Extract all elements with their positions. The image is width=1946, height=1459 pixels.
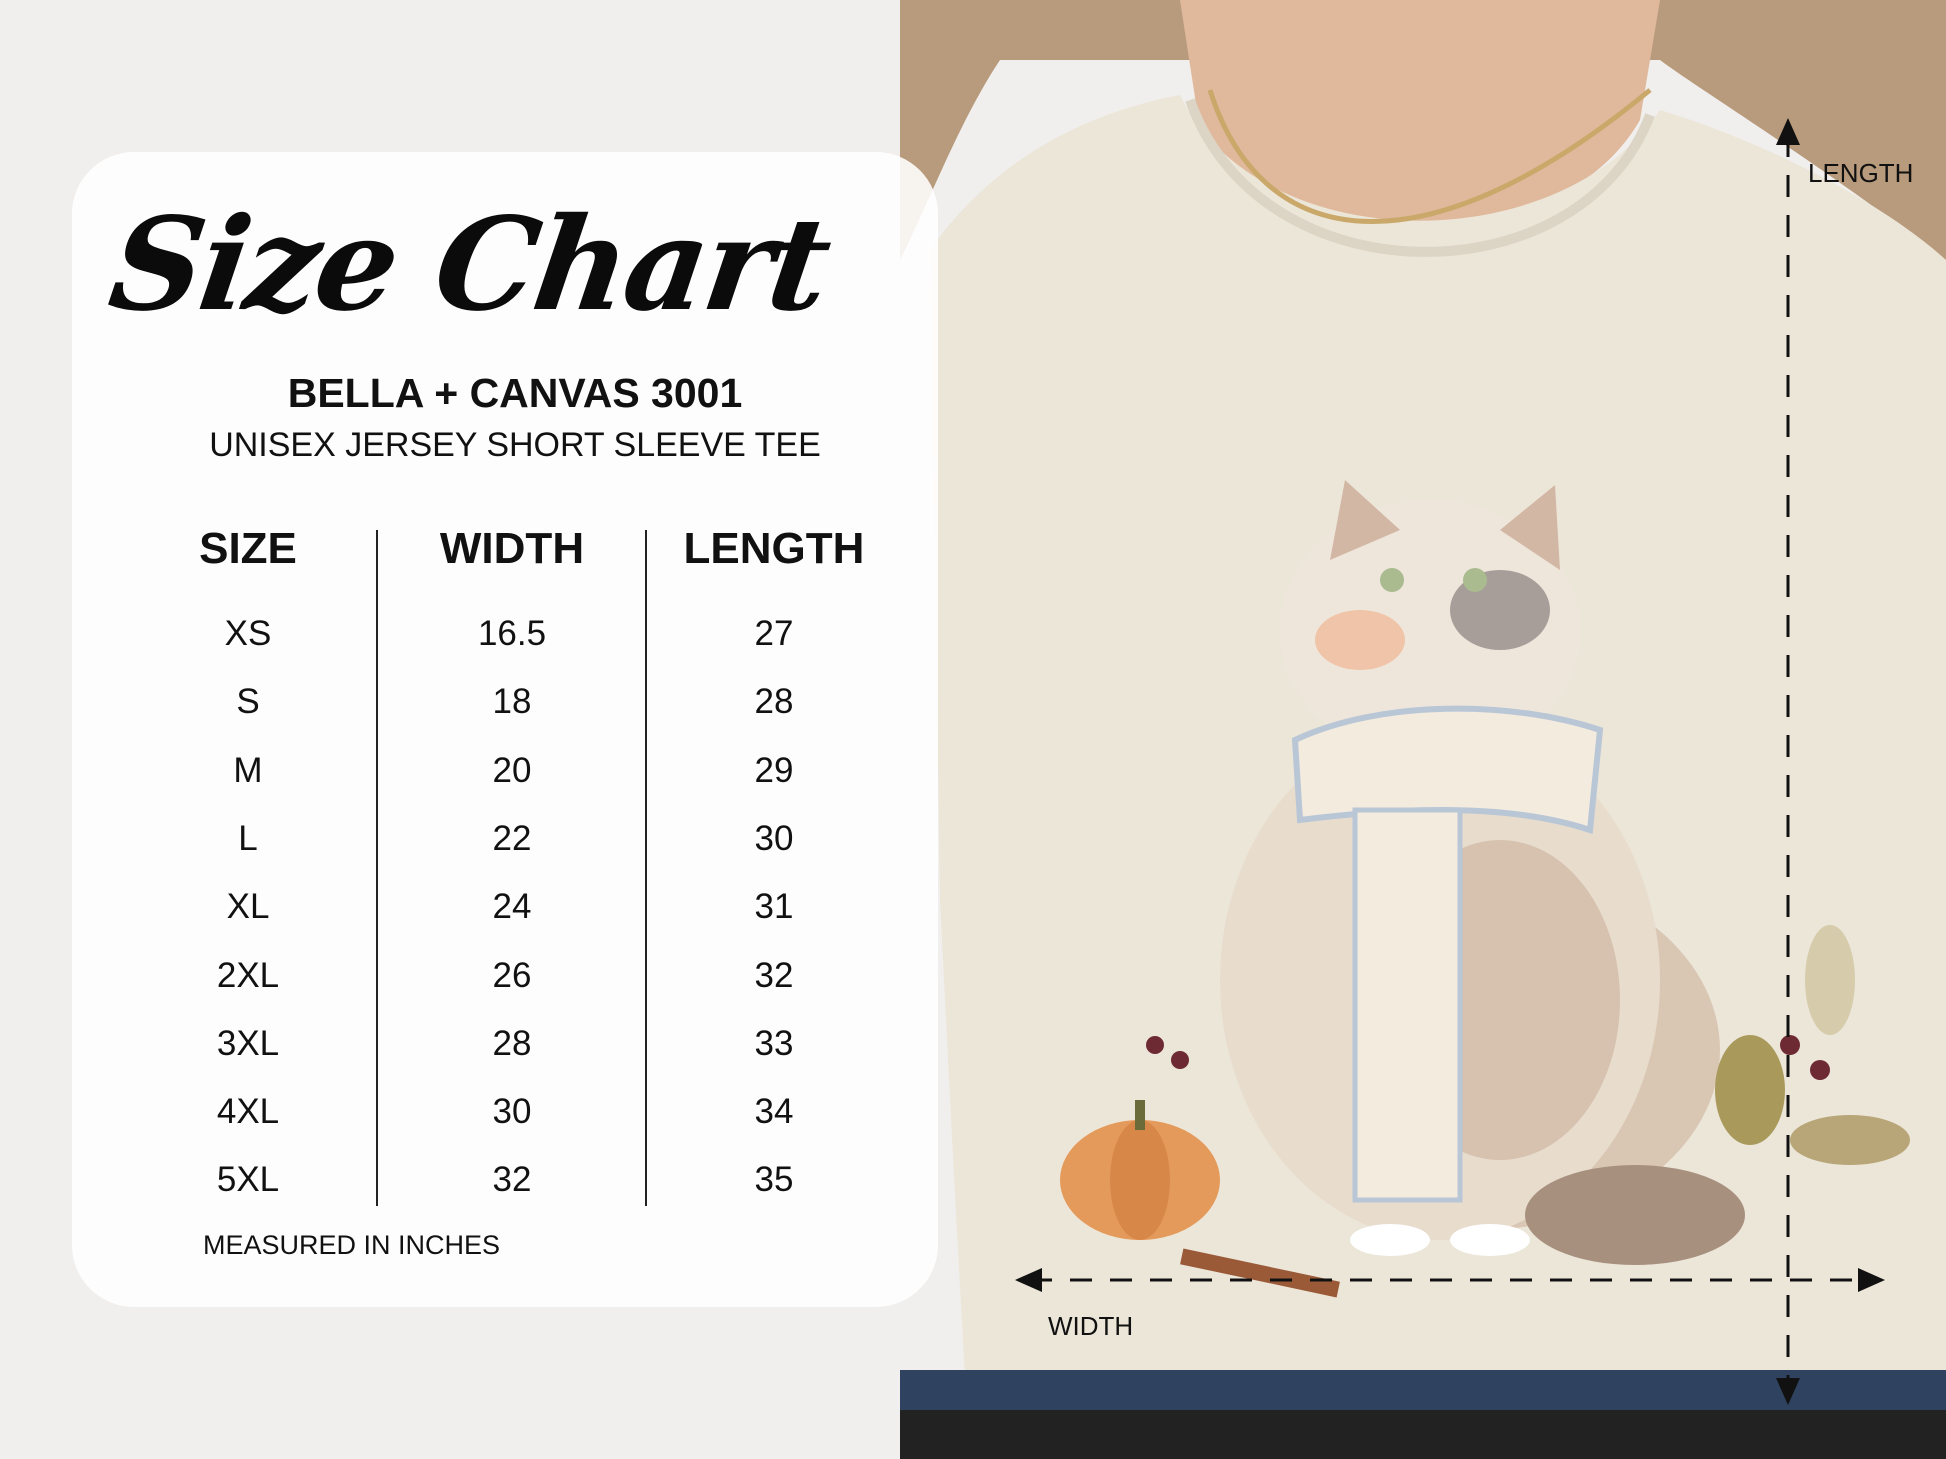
column-divider [645, 530, 647, 1206]
length-cell: 28 [754, 682, 794, 722]
width-cell: 16.5 [477, 614, 547, 653]
product-model: BELLA + CANVAS 3001 [287, 370, 743, 416]
width-cell: 26 [492, 955, 532, 995]
size-cell: L [238, 818, 258, 858]
product-description: UNISEX JERSEY SHORT SLEEVE TEE [209, 426, 821, 464]
size-cell: M [233, 750, 263, 790]
size-cell: 2XL [216, 955, 280, 995]
width-cell: 30 [492, 1092, 532, 1132]
width-cell: 28 [492, 1023, 532, 1063]
length-arrow [1776, 118, 1800, 1405]
size-cell: 3XL [216, 1023, 280, 1063]
size-chart-title: Size Chart [101, 190, 837, 340]
length-cell: 31 [754, 887, 794, 927]
length-cell: 27 [754, 614, 794, 653]
size-cell: S [236, 682, 260, 722]
width-cell: 22 [492, 818, 532, 858]
width-cell: 18 [492, 682, 532, 722]
size-cell: XL [226, 887, 270, 927]
length-label: LENGTH [1808, 158, 1914, 188]
size-cell: 4XL [216, 1092, 280, 1132]
length-cell: 29 [754, 750, 794, 790]
width-arrow [1015, 1268, 1885, 1292]
header-length: LENGTH [683, 524, 865, 573]
measurement-note: MEASURED IN INCHES [203, 1230, 501, 1260]
header-size: SIZE [199, 524, 297, 573]
cat-illustration [1220, 480, 1745, 1265]
column-divider [376, 530, 378, 1206]
length-cell: 35 [754, 1160, 794, 1200]
size-cell: 5XL [216, 1160, 280, 1200]
size-chart-panel [72, 152, 938, 1307]
size-cell: XS [224, 614, 272, 653]
length-cell: 34 [754, 1092, 794, 1132]
width-cell: 32 [492, 1160, 532, 1200]
pumpkin [1060, 1100, 1340, 1298]
necklace [1207, 88, 1652, 224]
leaves [1146, 925, 1910, 1165]
length-cell: 30 [754, 818, 794, 858]
length-cell: 33 [754, 1023, 794, 1063]
width-label: WIDTH [1048, 1311, 1134, 1341]
header-width: WIDTH [439, 524, 585, 573]
width-cell: 24 [492, 887, 532, 927]
width-cell: 20 [492, 750, 532, 790]
length-cell: 32 [754, 955, 794, 995]
